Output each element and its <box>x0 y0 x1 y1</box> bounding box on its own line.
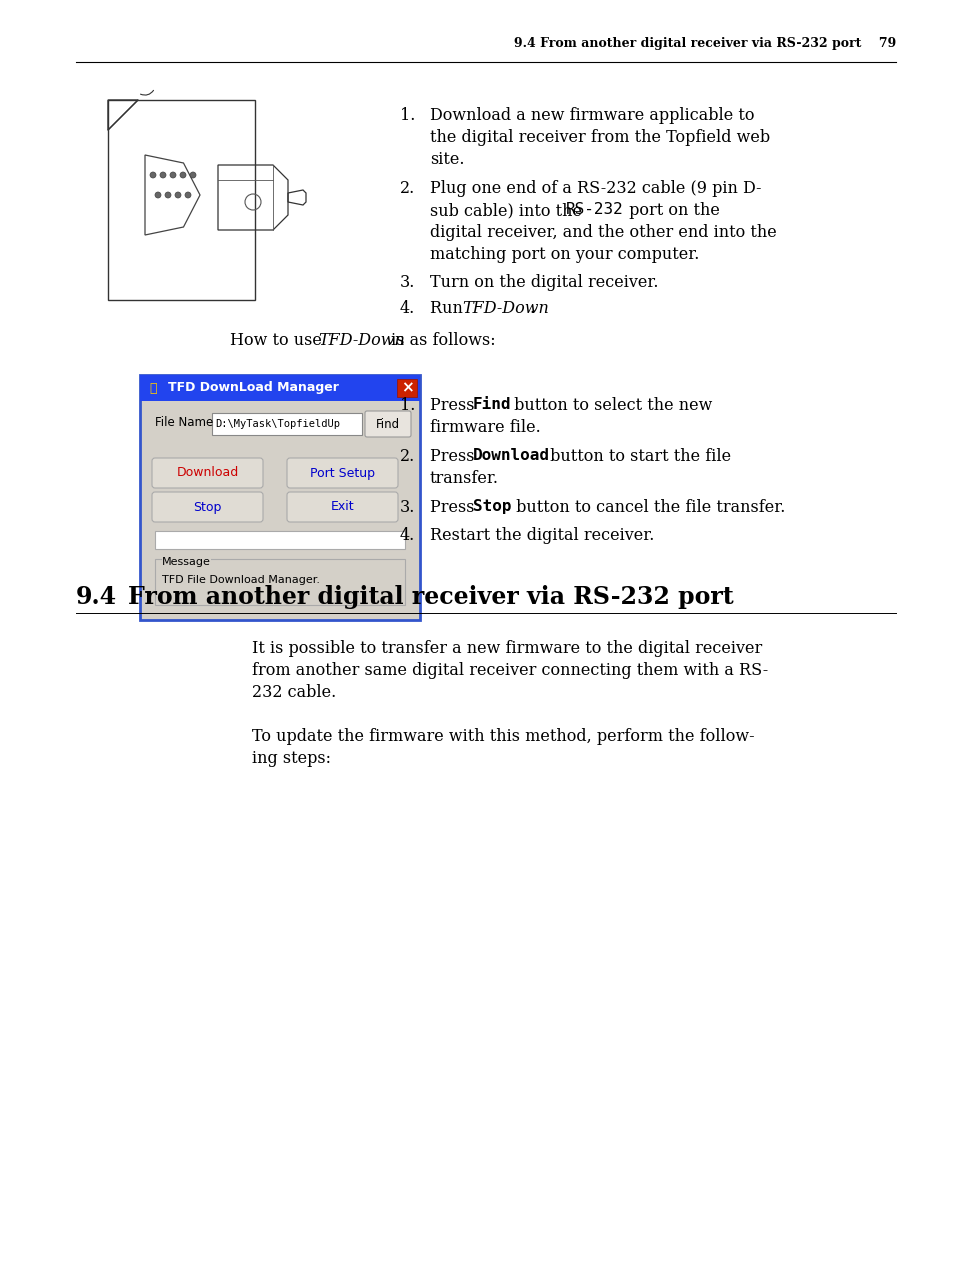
Text: Turn on the digital receiver.: Turn on the digital receiver. <box>430 273 658 291</box>
Circle shape <box>150 172 156 178</box>
Text: TFD File Download Manager.: TFD File Download Manager. <box>162 575 319 585</box>
Bar <box>396 379 416 397</box>
Circle shape <box>185 192 191 198</box>
Bar <box>154 558 405 605</box>
Text: TFD-Down: TFD-Down <box>461 300 548 317</box>
Circle shape <box>160 172 166 178</box>
Text: site.: site. <box>430 151 464 168</box>
Text: sub cable) into the: sub cable) into the <box>430 202 586 219</box>
Text: Restart the digital receiver.: Restart the digital receiver. <box>430 527 654 544</box>
Text: TFD DownLoad Manager: TFD DownLoad Manager <box>168 382 338 394</box>
Text: transfer.: transfer. <box>430 469 498 487</box>
FancyBboxPatch shape <box>287 458 397 488</box>
Text: from another same digital receiver connecting them with a RS-: from another same digital receiver conne… <box>252 661 767 679</box>
FancyBboxPatch shape <box>365 411 411 438</box>
Text: File Name: File Name <box>154 416 213 430</box>
Text: Find: Find <box>375 417 399 430</box>
Text: button to select the new: button to select the new <box>509 397 712 413</box>
Text: button to start the file: button to start the file <box>544 448 730 466</box>
Text: ×: × <box>400 380 413 396</box>
Text: is as follows:: is as follows: <box>386 332 496 349</box>
FancyBboxPatch shape <box>287 492 397 522</box>
FancyBboxPatch shape <box>152 458 263 488</box>
Text: It is possible to transfer a new firmware to the digital receiver: It is possible to transfer a new firmwar… <box>252 640 761 658</box>
Text: How to use: How to use <box>230 332 327 349</box>
Text: Press: Press <box>430 448 479 466</box>
Text: Download a new firmware applicable to: Download a new firmware applicable to <box>430 107 754 123</box>
Text: 1.: 1. <box>399 107 415 123</box>
Text: Port Setup: Port Setup <box>310 467 375 480</box>
Text: TFD-Down: TFD-Down <box>317 332 404 349</box>
Text: Stop: Stop <box>193 500 221 514</box>
Bar <box>140 375 419 619</box>
Text: 1.: 1. <box>399 397 415 413</box>
Text: 2.: 2. <box>399 448 415 466</box>
Text: button to cancel the file transfer.: button to cancel the file transfer. <box>511 499 784 516</box>
Bar <box>140 375 419 401</box>
Circle shape <box>170 172 175 178</box>
Text: Plug one end of a RS-232 cable (9 pin D-: Plug one end of a RS-232 cable (9 pin D- <box>430 181 760 197</box>
Text: firmware file.: firmware file. <box>430 418 540 436</box>
Text: Exit: Exit <box>331 500 354 514</box>
Text: digital receiver, and the other end into the: digital receiver, and the other end into… <box>430 224 776 240</box>
Text: .: . <box>530 300 535 317</box>
Text: Find: Find <box>473 397 511 412</box>
Circle shape <box>154 192 161 198</box>
Text: 4.: 4. <box>399 527 415 544</box>
Text: matching port on your computer.: matching port on your computer. <box>430 245 699 263</box>
Text: Download: Download <box>473 448 550 463</box>
Text: the digital receiver from the Topfield web: the digital receiver from the Topfield w… <box>430 128 769 146</box>
Text: 9.4 From another digital receiver via RS-232 port    79: 9.4 From another digital receiver via RS… <box>514 37 895 50</box>
Circle shape <box>180 172 186 178</box>
Text: 9.4: 9.4 <box>76 585 117 609</box>
Text: 3.: 3. <box>399 273 415 291</box>
Bar <box>154 530 405 550</box>
Text: Stop: Stop <box>473 499 511 514</box>
Text: ing steps:: ing steps: <box>252 750 331 767</box>
Circle shape <box>165 192 171 198</box>
Text: 232 cable.: 232 cable. <box>252 684 335 701</box>
Text: 3.: 3. <box>399 499 415 516</box>
Text: Press: Press <box>430 499 479 516</box>
Text: 2.: 2. <box>399 181 415 197</box>
Text: Press: Press <box>430 397 479 413</box>
Circle shape <box>190 172 195 178</box>
Text: From another digital receiver via RS-232 port: From another digital receiver via RS-232… <box>128 585 733 609</box>
Text: RS-232: RS-232 <box>565 202 623 218</box>
Text: Run: Run <box>430 300 468 317</box>
Text: D:\MyTask\TopfieldUp: D:\MyTask\TopfieldUp <box>214 418 339 429</box>
Bar <box>212 413 361 435</box>
Text: To update the firmware with this method, perform the follow-: To update the firmware with this method,… <box>252 728 754 745</box>
Circle shape <box>174 192 181 198</box>
Text: Ⓣ: Ⓣ <box>149 382 156 394</box>
Text: Download: Download <box>176 467 238 480</box>
Text: port on the: port on the <box>623 202 720 219</box>
FancyBboxPatch shape <box>152 492 263 522</box>
Text: 4.: 4. <box>399 300 415 317</box>
Text: Message: Message <box>162 557 211 567</box>
